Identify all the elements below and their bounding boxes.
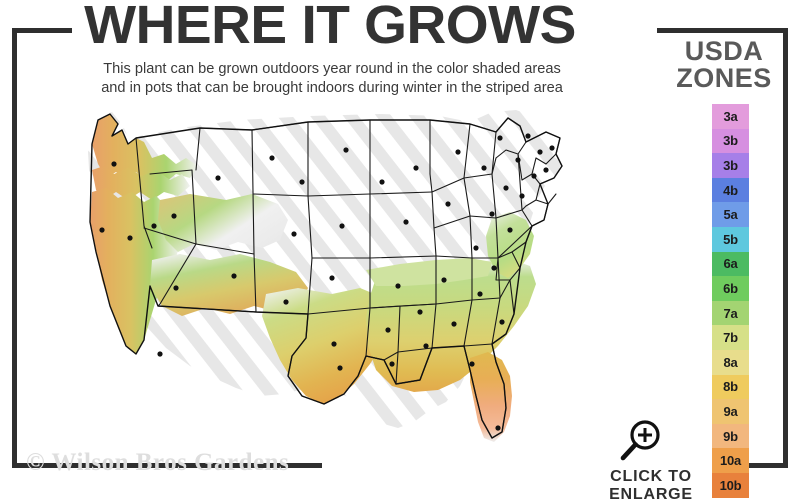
city-dots (99, 133, 555, 431)
watermark: © Wilson Bros Gardens (26, 449, 290, 476)
zone-swatch-label: 9a (723, 403, 738, 419)
zone-swatch-10b-15: 10b (712, 472, 749, 498)
click-to-enlarge-label[interactable]: CLICK TO ENLARGE (609, 468, 693, 503)
frame-left-segment (12, 28, 17, 468)
zone-swatch-label: 4b (723, 182, 738, 198)
zone-texas-south-central (262, 288, 392, 404)
page-title: WHERE IT GROWS (84, 0, 576, 55)
zone-swatch-5b-5: 5b (712, 226, 749, 252)
zone-pacific-northwest (92, 114, 198, 182)
zone-swatch-label: 7b (723, 330, 738, 346)
zone-swatch-7b-9: 7b (712, 325, 749, 350)
zone-swatch-label: 8b (723, 379, 738, 395)
map-svg (88, 110, 563, 442)
zone-swatch-label: 3a (723, 108, 738, 124)
zone-swatch-label: 10b (719, 477, 742, 493)
zone-swatch-label: 5a (723, 207, 738, 223)
zone-swatch-label: 7a (723, 305, 738, 321)
zone-swatch-9b-13: 9b (712, 423, 749, 449)
zone-swatch-10a-14: 10a (712, 448, 749, 473)
zone-swatch-7a-8: 7a (712, 300, 749, 326)
map-color-layer (90, 114, 536, 442)
subtitle-line-1: This plant can be grown outdoors year ro… (103, 61, 561, 77)
zone-swatch-3b-1: 3b (712, 128, 749, 154)
hardiness-zone-map[interactable] (40, 108, 660, 458)
zone-swatch-label: 10a (719, 453, 742, 469)
zone-swatch-4b-3: 4b (712, 177, 749, 203)
zone-swatch-6a-6: 6a (712, 251, 749, 277)
zone-swatch-6b-7: 6b (712, 276, 749, 301)
zone-oregon-coast (92, 166, 190, 200)
magnifier-plus-icon[interactable] (618, 418, 664, 464)
zone-swatch-label: 3b (723, 133, 738, 149)
zone-great-basin (158, 194, 288, 252)
legend-heading-line-2: ZONES (676, 63, 772, 93)
zone-swatch-5a-4: 5a (712, 202, 749, 227)
page-subtitle: This plant can be grown outdoors year ro… (22, 60, 642, 98)
frame-right-segment (783, 28, 788, 468)
frame-bottom-right-segment (726, 463, 788, 468)
frame-bottom-left-segment (12, 463, 322, 468)
zone-swatch-label: 6b (723, 280, 738, 296)
legend-heading: USDA ZONES (660, 38, 788, 92)
zone-southeast (366, 258, 536, 392)
zone-swatch-label: 6a (723, 256, 738, 272)
zone-ohio-valley (366, 258, 492, 286)
zone-swatch-8b-11: 8b (712, 374, 749, 400)
legend-heading-line-1: USDA (684, 36, 764, 66)
zone-swatch-label: 5b (723, 231, 738, 247)
frame-top-left-segment (12, 28, 72, 33)
zone-swatch-label: 9b (723, 428, 738, 444)
zone-swatch-3b-2: 3b (712, 153, 749, 178)
zone-swatch-9a-12: 9a (712, 399, 749, 424)
zone-swatch-label: 8a (723, 354, 738, 370)
state-boundaries (135, 117, 563, 439)
us-coastline (89, 113, 563, 439)
zone-swatch-3a-0: 3a (712, 104, 749, 129)
usda-zone-legend: 3a 3b 3b 4b 5a 5b 6a 6b 7a 7b 8a 8b 9a 9b 10a 10b (712, 104, 749, 498)
zone-swatch-label: 3b (723, 157, 738, 173)
zone-swatch-8a-10: 8a (712, 349, 749, 375)
subtitle-line-2: and in pots that can be brought indoors … (101, 80, 563, 96)
frame-top-right-segment (657, 28, 788, 33)
zone-florida (470, 352, 512, 442)
magnifier-svg (620, 420, 660, 461)
